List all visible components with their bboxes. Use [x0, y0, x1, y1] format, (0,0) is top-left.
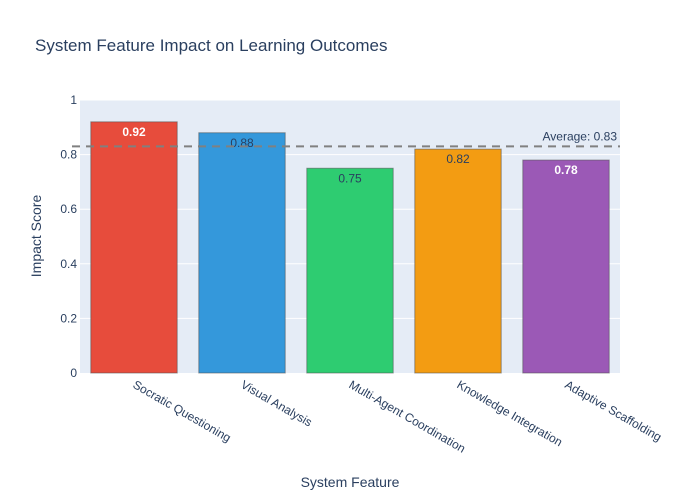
average-line-group: Average: 0.83: [72, 129, 620, 148]
bars: [90, 121, 610, 374]
bar: [198, 132, 286, 374]
bar-value-labels: 0.92 0.88 0.75 0.82 0.78: [122, 125, 578, 185]
y-axis-ticks: 0 0.2 0.4 0.6 0.8 1: [60, 93, 77, 380]
bar: [414, 148, 502, 374]
y-tick-label: 0.8: [60, 148, 77, 162]
y-axis-title: Impact Score: [28, 195, 44, 278]
x-axis-ticks: Socratic Questioning Visual Analysis Multi…: [131, 377, 665, 455]
bar-value-label: 0.82: [446, 152, 470, 166]
x-tick-label: Adaptive Scaffolding: [563, 377, 665, 444]
average-annotation: Average: 0.83: [542, 129, 617, 143]
bar-value-label: 0.75: [338, 171, 362, 185]
y-tick-label: 1: [70, 93, 77, 107]
bar-value-label: 0.88: [230, 136, 254, 150]
x-tick-label: Multi-Agent Coordination: [347, 377, 468, 455]
y-tick-label: 0.6: [60, 202, 77, 216]
y-tick-label: 0.4: [60, 257, 77, 271]
y-tick-label: 0: [70, 366, 77, 380]
x-tick-label: Knowledge Integration: [455, 377, 565, 449]
bar-value-label: 0.78: [554, 163, 578, 177]
y-tick-label: 0.2: [60, 311, 77, 325]
bar: [90, 121, 178, 374]
x-axis-title: System Feature: [301, 474, 400, 490]
chart-title: System Feature Impact on Learning Outcom…: [35, 36, 387, 55]
bar-value-label: 0.92: [122, 125, 146, 139]
bar: [306, 167, 394, 374]
x-tick-label: Visual Analysis: [239, 377, 315, 429]
x-tick-label: Socratic Questioning: [131, 377, 234, 444]
bar: [522, 159, 610, 374]
